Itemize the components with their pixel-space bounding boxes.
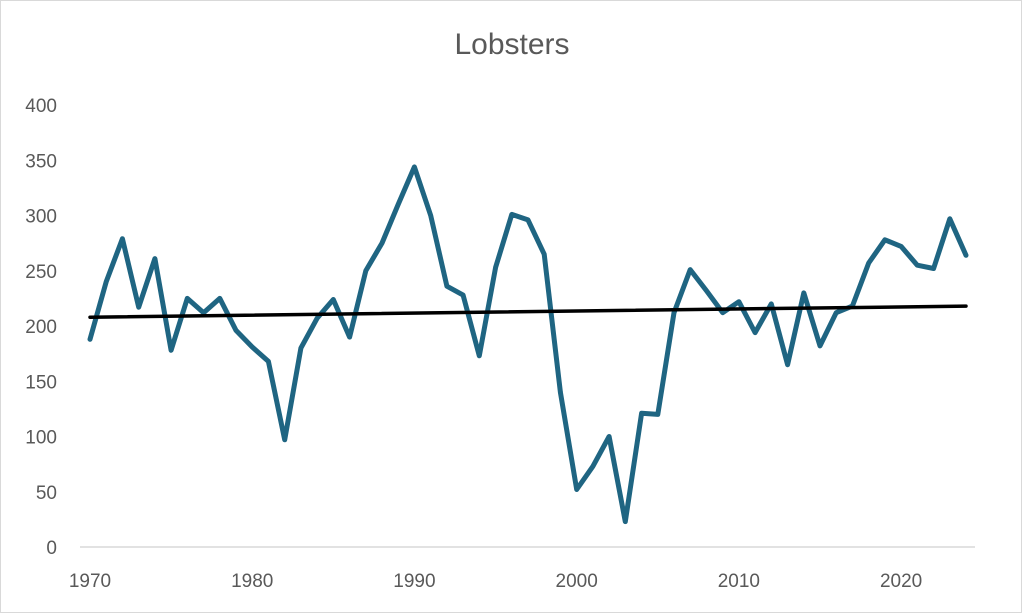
x-tick-label: 1980 — [231, 571, 273, 592]
chart-title: Lobsters — [454, 28, 570, 61]
series-layer — [87, 164, 969, 525]
x-tick-label: 2010 — [718, 571, 760, 592]
x-tick-labels: 1970 1980 1990 2000 2010 2020 — [69, 571, 922, 592]
x-tick-label: 2000 — [556, 571, 598, 592]
y-tick-label: 200 — [25, 317, 57, 338]
y-tick-label: 0 — [46, 538, 57, 559]
y-tick-label: 100 — [25, 428, 57, 449]
y-tick-label: 400 — [25, 96, 57, 117]
y-tick-label: 350 — [25, 151, 57, 172]
x-tick-label: 2020 — [880, 571, 922, 592]
trend-line — [88, 304, 968, 319]
y-tick-label: 300 — [25, 207, 57, 228]
y-tick-label: 50 — [36, 483, 57, 504]
y-tick-label: 250 — [25, 262, 57, 283]
series-line — [87, 164, 969, 525]
y-tick-label: 150 — [25, 372, 57, 393]
x-tick-label: 1990 — [393, 571, 435, 592]
y-tick-labels: 0 50 100 150 200 250 300 350 400 — [25, 96, 57, 559]
x-tick-label: 1970 — [69, 571, 111, 592]
